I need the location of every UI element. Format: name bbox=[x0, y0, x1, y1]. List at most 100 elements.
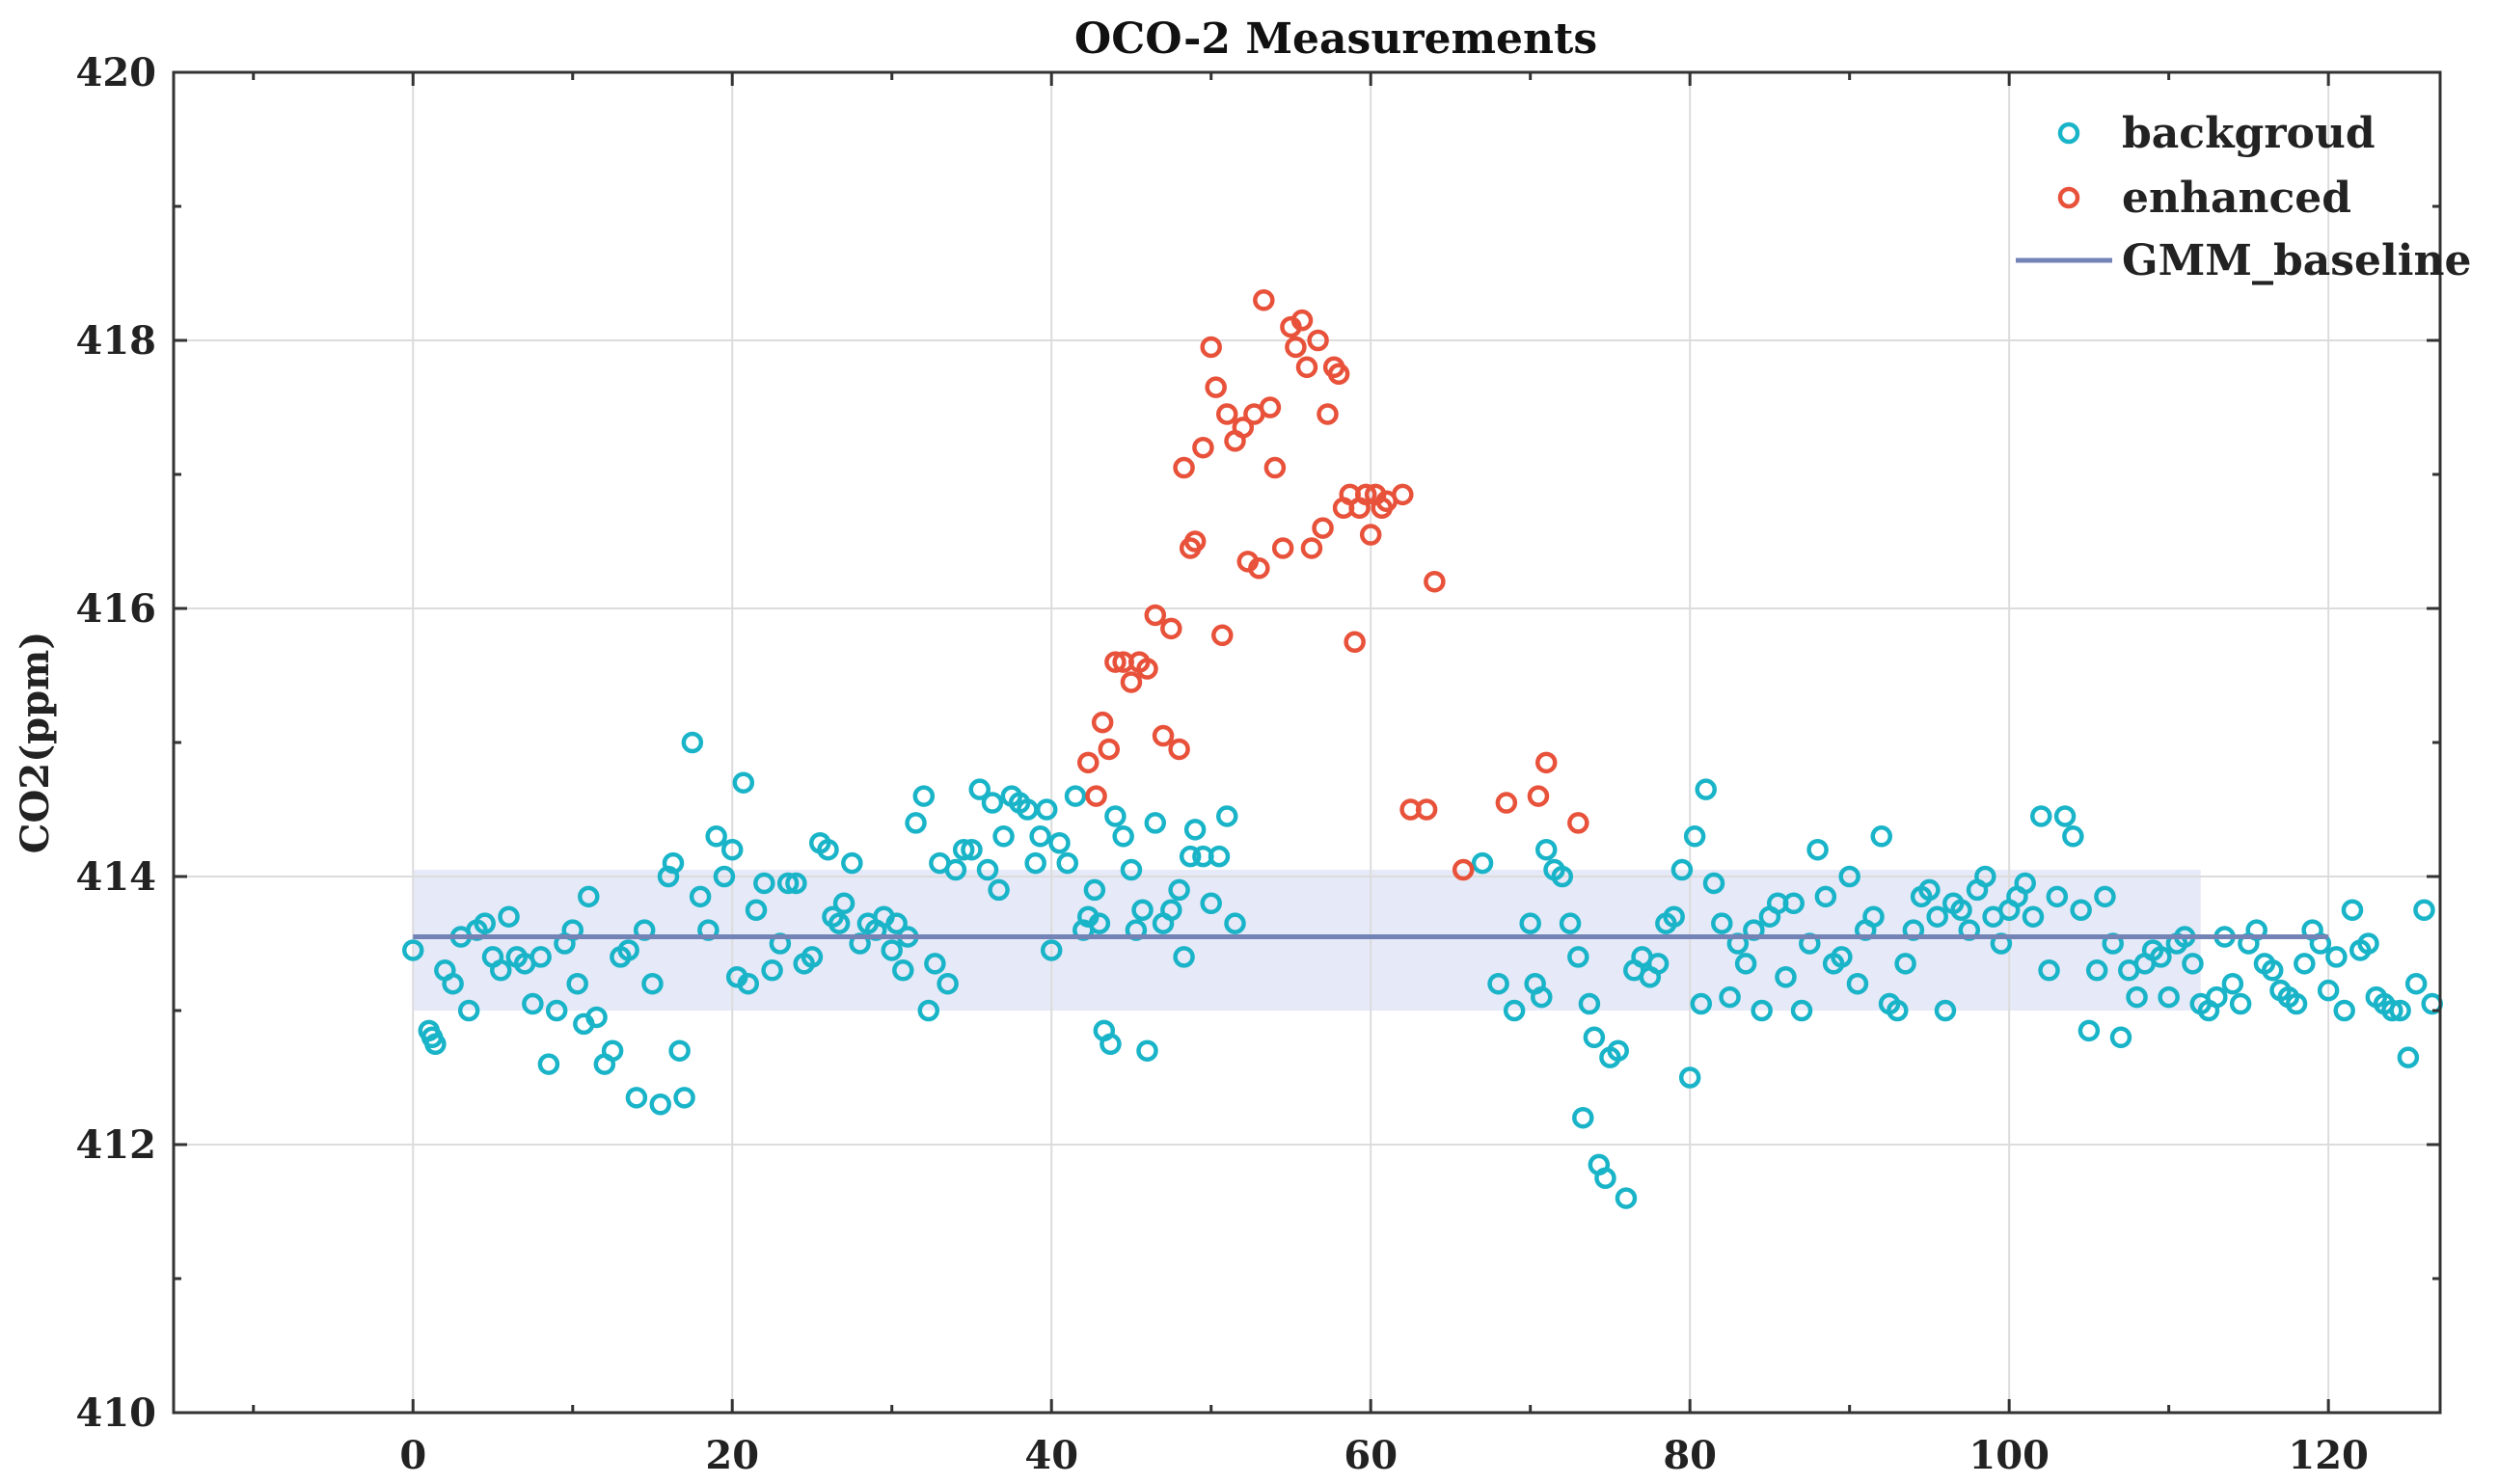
background-point bbox=[529, 946, 552, 968]
background-point bbox=[1702, 872, 1725, 895]
background-point bbox=[1131, 899, 1154, 921]
enhanced-point bbox=[1452, 858, 1475, 881]
background-point bbox=[566, 972, 588, 995]
background-point bbox=[1894, 953, 1916, 975]
enhanced-point bbox=[1091, 711, 1114, 734]
background-point bbox=[673, 1087, 695, 1109]
background-point bbox=[2397, 1046, 2420, 1068]
background-point bbox=[2294, 953, 2316, 975]
background-point bbox=[2381, 999, 2403, 1022]
x-tick-label: 0 bbox=[399, 1433, 426, 1478]
background-point bbox=[944, 858, 967, 881]
y-axis-title: CO2(ppm) bbox=[13, 632, 58, 854]
background-point bbox=[713, 865, 736, 888]
enhanced-point bbox=[1354, 483, 1377, 506]
background-point bbox=[617, 939, 639, 961]
background-point bbox=[1806, 838, 1829, 861]
background-point bbox=[1678, 1066, 1701, 1089]
background-point bbox=[2325, 946, 2348, 968]
legend-marker-enhanced bbox=[2057, 186, 2080, 209]
background-point bbox=[1104, 805, 1127, 827]
background-point bbox=[1862, 905, 1885, 928]
background-point bbox=[1887, 999, 1909, 1022]
enhanced-point bbox=[1232, 417, 1255, 439]
background-point bbox=[1838, 865, 1860, 888]
background-point bbox=[1471, 851, 1494, 875]
background-point bbox=[1224, 912, 1246, 934]
background-point bbox=[1064, 785, 1087, 807]
background-point bbox=[2022, 905, 2045, 928]
background-point bbox=[2062, 825, 2084, 848]
background-point bbox=[1200, 892, 1222, 915]
y-tick-label: 410 bbox=[76, 1390, 157, 1436]
enhanced-point bbox=[1263, 456, 1287, 479]
background-point bbox=[2046, 885, 2069, 908]
background-point bbox=[1926, 905, 1948, 928]
background-point bbox=[1646, 953, 1670, 975]
background-point bbox=[2229, 992, 2252, 1015]
background-point bbox=[2206, 985, 2228, 1009]
background-point bbox=[1711, 912, 1733, 934]
background-point bbox=[1029, 825, 1051, 848]
enhanced-point bbox=[1307, 329, 1329, 352]
background-point bbox=[2182, 953, 2204, 975]
y-tick-label: 416 bbox=[76, 586, 157, 632]
background-point bbox=[937, 972, 959, 995]
background-point bbox=[625, 1087, 648, 1109]
background-point bbox=[705, 825, 727, 848]
background-point bbox=[761, 959, 783, 982]
background-point bbox=[832, 892, 855, 915]
enhanced-point bbox=[1192, 436, 1214, 459]
x-tick-label: 60 bbox=[1344, 1433, 1398, 1478]
enhanced-point bbox=[1205, 376, 1227, 398]
background-point bbox=[1607, 1039, 1629, 1062]
background-point bbox=[924, 953, 946, 975]
grid-layer bbox=[174, 71, 2440, 1414]
tick-layer: 0 20 40 60 80 100 120 410 412 414 416 418 420 bbox=[76, 50, 2440, 1478]
background-point bbox=[424, 1033, 447, 1055]
background-point bbox=[2150, 946, 2172, 968]
background-point bbox=[2053, 805, 2077, 827]
background-point bbox=[776, 872, 800, 895]
x-tick-label: 80 bbox=[1663, 1433, 1717, 1478]
background-point bbox=[1208, 845, 1231, 868]
background-point bbox=[1594, 1167, 1616, 1189]
background-point bbox=[1870, 825, 1893, 848]
background-point bbox=[1751, 999, 1773, 1022]
enhanced-point bbox=[1327, 363, 1350, 385]
background-point bbox=[1144, 812, 1167, 834]
y-tick-label: 412 bbox=[76, 1122, 157, 1168]
gmm-band bbox=[413, 870, 2201, 1011]
background-point bbox=[841, 851, 863, 875]
enhanced-point bbox=[1173, 456, 1195, 479]
background-point bbox=[1112, 825, 1134, 848]
background-point bbox=[578, 885, 600, 908]
enhanced-point bbox=[1567, 812, 1589, 834]
background-point bbox=[2077, 1019, 2101, 1042]
enhanced-point bbox=[1285, 336, 1307, 359]
background-point bbox=[885, 912, 908, 934]
plot-frame bbox=[172, 70, 2442, 1415]
enhanced-point bbox=[1144, 604, 1167, 627]
background-point bbox=[1160, 899, 1182, 921]
background-point bbox=[1663, 905, 1685, 928]
background-point bbox=[1173, 946, 1195, 968]
points-layer bbox=[401, 289, 2443, 1209]
background-point bbox=[1775, 966, 1797, 988]
background-point bbox=[1918, 878, 1941, 902]
background-point bbox=[2333, 999, 2355, 1022]
background-point bbox=[745, 899, 768, 921]
background-point bbox=[2085, 959, 2108, 982]
enhanced-point bbox=[1317, 403, 1339, 425]
background-point bbox=[917, 999, 940, 1022]
background-point bbox=[2070, 899, 2092, 921]
background-point bbox=[2109, 1026, 2132, 1049]
background-point bbox=[1183, 819, 1207, 841]
background-point bbox=[892, 959, 914, 982]
background-point bbox=[801, 946, 824, 968]
enhanced-point bbox=[1183, 530, 1207, 553]
background-point bbox=[490, 959, 512, 982]
background-point bbox=[1487, 972, 1509, 995]
background-point bbox=[2030, 805, 2052, 827]
background-point bbox=[1024, 851, 1046, 875]
